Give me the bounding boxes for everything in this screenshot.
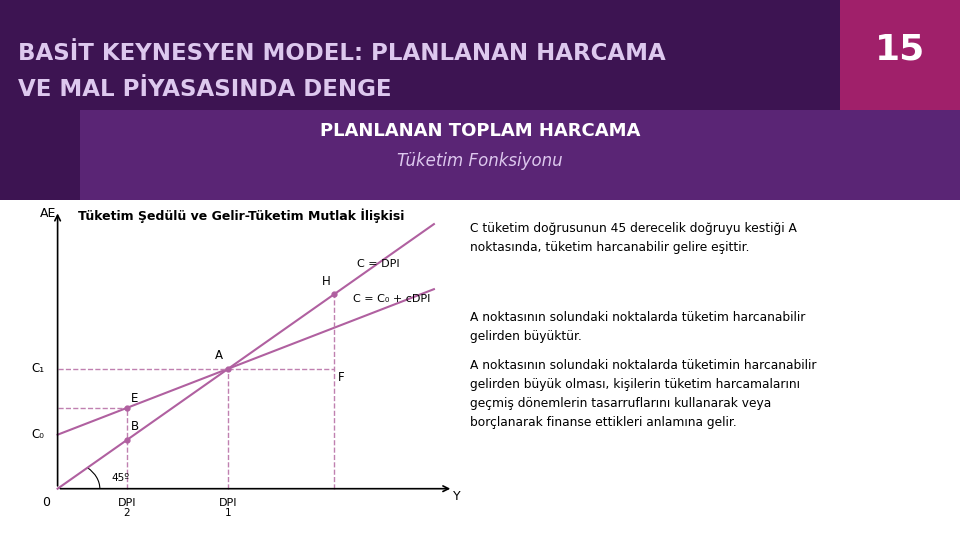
Text: C = C₀ + cDPI: C = C₀ + cDPI <box>353 294 431 305</box>
Text: Tüketim Şedülü ve Gelir-Tüketim Mutlak İlişkisi: Tüketim Şedülü ve Gelir-Tüketim Mutlak İ… <box>78 208 404 222</box>
Bar <box>840 0 960 110</box>
Text: H: H <box>322 274 330 287</box>
Bar <box>80 110 960 200</box>
Text: A: A <box>214 349 223 362</box>
Text: AE: AE <box>39 207 57 220</box>
Text: C = DPI: C = DPI <box>357 259 399 268</box>
Text: C₁: C₁ <box>31 362 44 375</box>
Text: E: E <box>131 392 138 405</box>
Bar <box>0 0 960 200</box>
Text: A noktasının solundaki noktalarda tüketimin harcanabilir
gelirden büyük olması, : A noktasının solundaki noktalarda tüketi… <box>470 359 817 429</box>
Text: Tüketim Fonksiyonu: Tüketim Fonksiyonu <box>397 152 563 170</box>
Text: VE MAL PİYASASINDA DENGE: VE MAL PİYASASINDA DENGE <box>18 78 392 101</box>
Text: C₀: C₀ <box>32 428 44 441</box>
Text: 2: 2 <box>124 508 130 518</box>
Text: PLANLANAN TOPLAM HARCAMA: PLANLANAN TOPLAM HARCAMA <box>320 122 640 140</box>
Text: F: F <box>338 372 345 384</box>
Text: B: B <box>131 420 138 433</box>
Text: 15: 15 <box>875 33 925 67</box>
Text: DPI: DPI <box>117 498 136 508</box>
Text: 1: 1 <box>225 508 231 518</box>
Text: BASİT KEYNESYEN MODEL: PLANLANAN HARCAMA: BASİT KEYNESYEN MODEL: PLANLANAN HARCAMA <box>18 42 665 65</box>
Text: Y: Y <box>453 490 461 503</box>
Text: C tüketim doğrusunun 45 derecelik doğruyu kestiği A
noktasında, tüketim harcanab: C tüketim doğrusunun 45 derecelik doğruy… <box>470 222 797 254</box>
Text: 0: 0 <box>42 496 50 509</box>
Text: A noktasının solundaki noktalarda tüketim harcanabilir
gelirden büyüktür.: A noktasının solundaki noktalarda tüketi… <box>470 311 805 343</box>
Text: 45º: 45º <box>111 472 130 483</box>
Text: DPI: DPI <box>219 498 237 508</box>
